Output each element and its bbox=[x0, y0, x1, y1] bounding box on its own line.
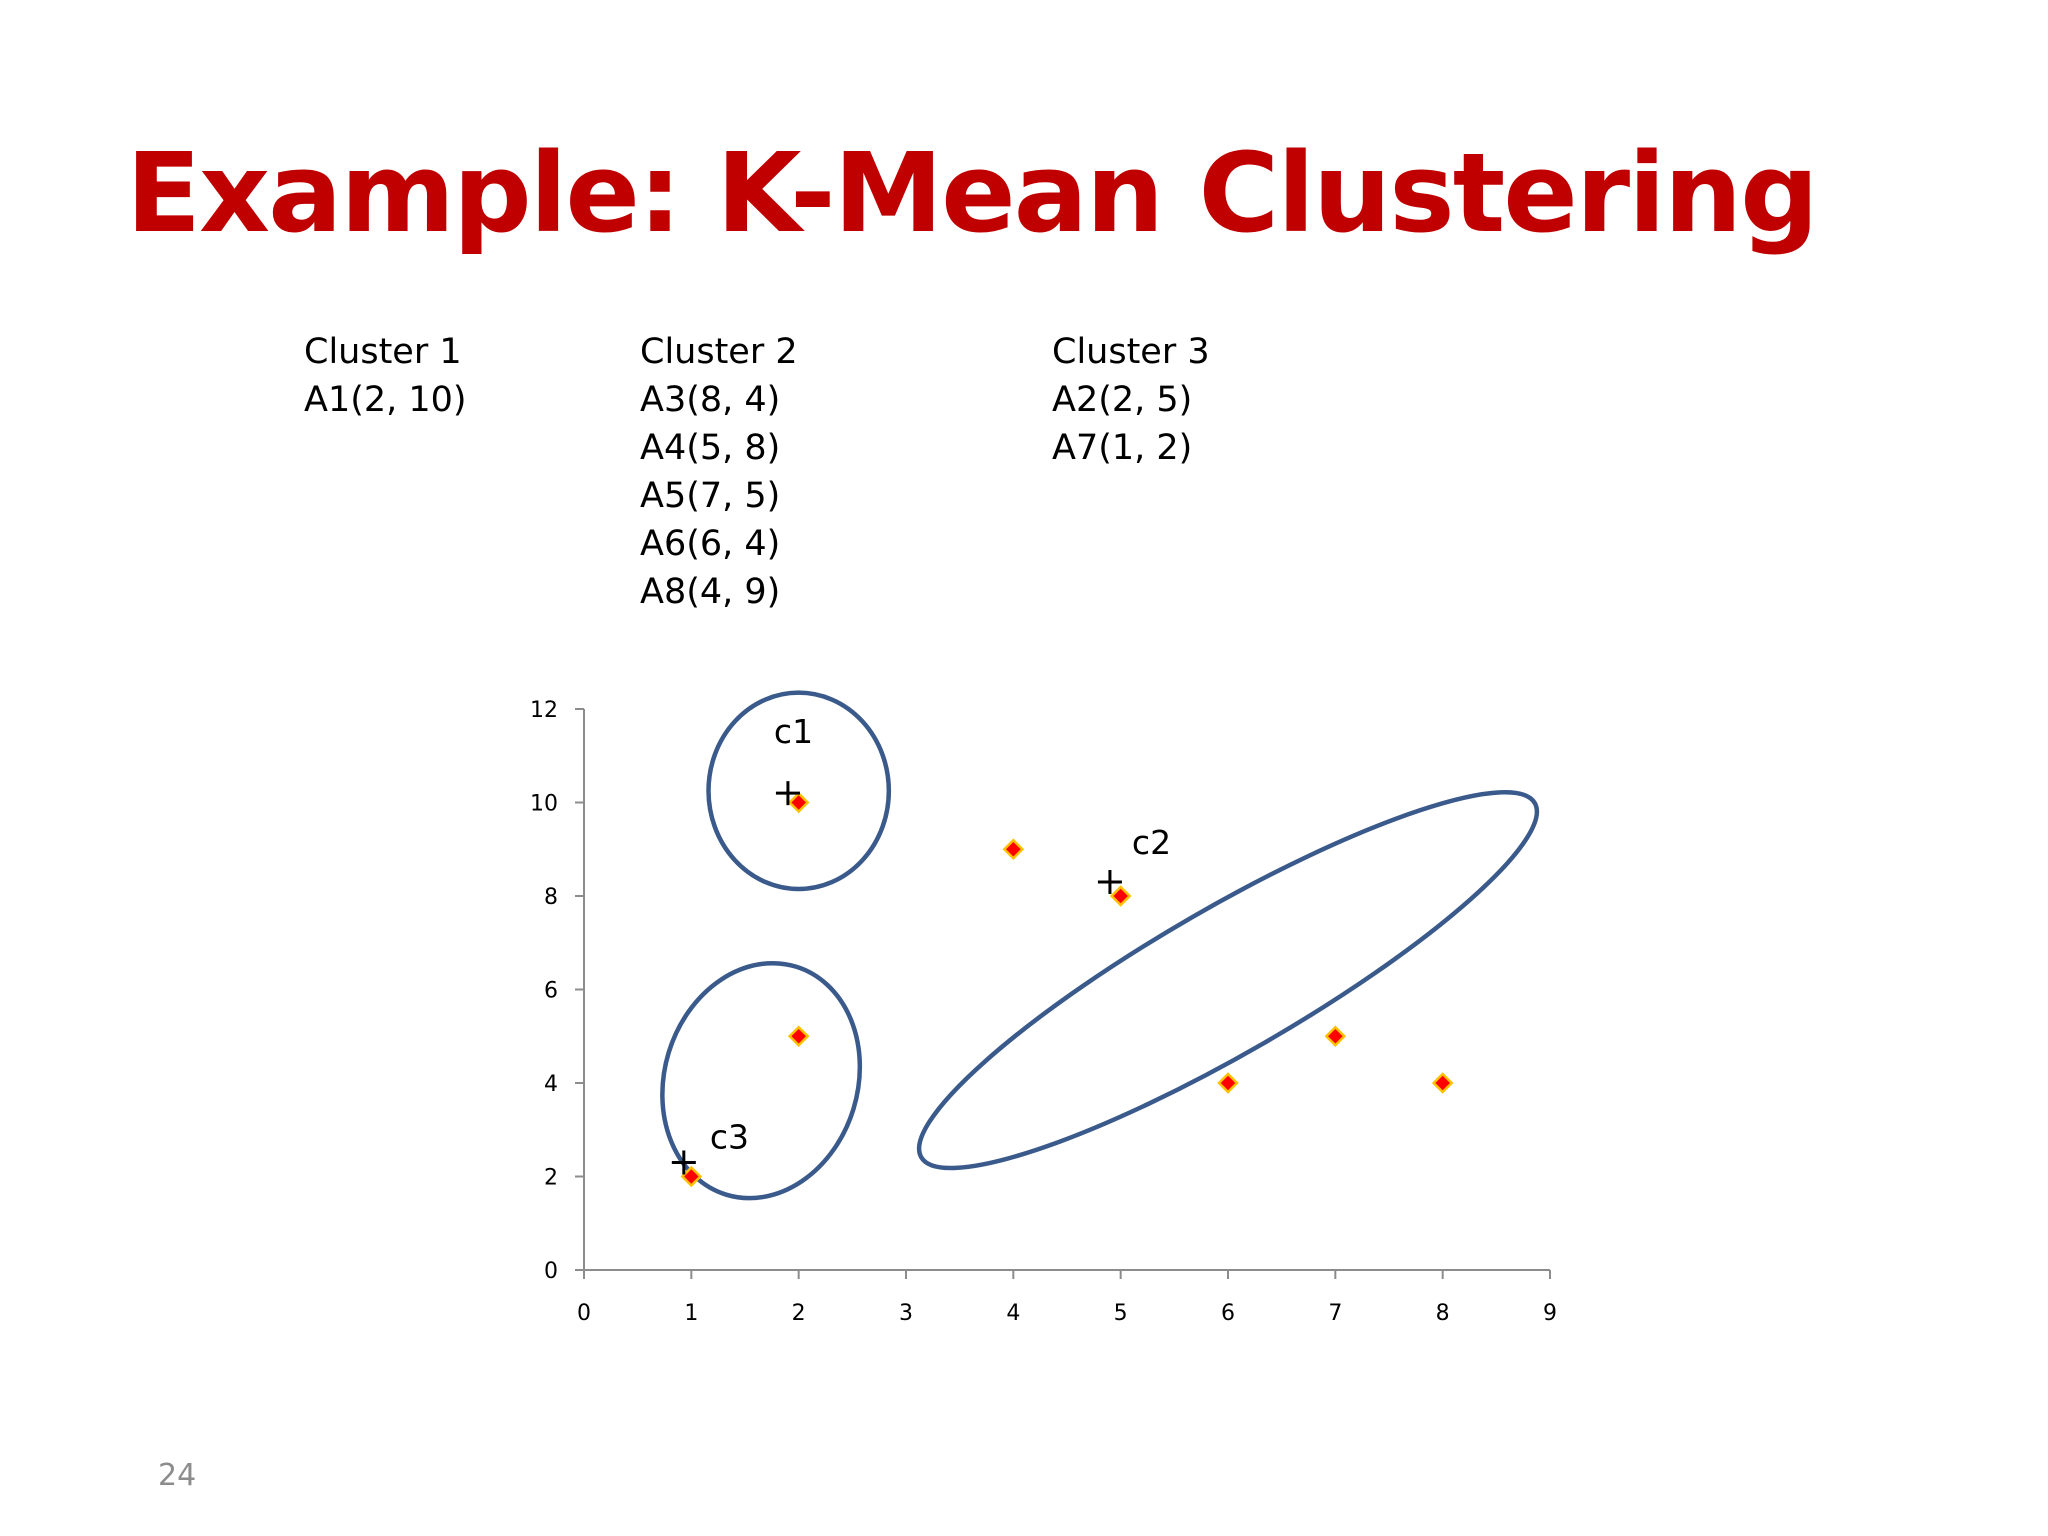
x-tick-label: 4 bbox=[1006, 1301, 1020, 1326]
y-tick-label: 2 bbox=[544, 1166, 558, 1191]
y-tick-label: 0 bbox=[544, 1259, 558, 1284]
y-tick-label: 12 bbox=[530, 698, 558, 723]
y-tick-label: 10 bbox=[530, 792, 558, 817]
x-tick-label: 8 bbox=[1436, 1301, 1450, 1326]
slide-title: Example: K-Mean Clustering bbox=[126, 129, 1819, 257]
data-point bbox=[787, 1025, 810, 1048]
centroid-label: c3 bbox=[710, 1117, 749, 1156]
data-point bbox=[680, 1165, 703, 1188]
x-tick-label: 2 bbox=[792, 1301, 806, 1326]
cluster-2-point: A6(6, 4) bbox=[640, 524, 781, 564]
x-tick-label: 3 bbox=[899, 1301, 913, 1326]
cluster-3-point: A7(1, 2) bbox=[1052, 428, 1193, 468]
x-tick-label: 9 bbox=[1543, 1301, 1557, 1326]
cluster-2-list: Cluster 2 A3(8, 4) A4(5, 8) A5(7, 5) A6(… bbox=[640, 328, 798, 616]
data-point bbox=[1109, 885, 1132, 907]
x-tick-label: 0 bbox=[577, 1301, 591, 1326]
cluster-3-point: A2(2, 5) bbox=[1052, 380, 1193, 420]
data-point bbox=[787, 791, 810, 814]
cluster-2-point: A5(7, 5) bbox=[640, 476, 781, 516]
y-tick-label: 8 bbox=[544, 885, 558, 910]
cluster-2-point: A4(5, 8) bbox=[640, 428, 781, 468]
page-number: 24 bbox=[158, 1458, 197, 1493]
cluster-2-point: A8(4, 9) bbox=[640, 572, 781, 612]
x-tick-label: 6 bbox=[1221, 1301, 1235, 1326]
cluster-1-point: A1(2, 10) bbox=[304, 380, 467, 420]
data-point bbox=[1002, 838, 1025, 861]
cluster-1-list: Cluster 1 A1(2, 10) bbox=[304, 328, 467, 424]
x-tick-label: 7 bbox=[1328, 1301, 1342, 1326]
data-point bbox=[1217, 1072, 1239, 1094]
cluster-ellipse bbox=[660, 960, 863, 1201]
cluster-ellipse bbox=[916, 790, 1540, 1171]
y-tick-label: 4 bbox=[544, 1072, 558, 1097]
centroid-label: c1 bbox=[774, 712, 813, 751]
cluster-3-heading: Cluster 3 bbox=[1052, 332, 1210, 372]
centroid-label: c2 bbox=[1132, 823, 1171, 862]
cluster-1-heading: Cluster 1 bbox=[304, 332, 462, 372]
cluster-2-heading: Cluster 2 bbox=[640, 332, 798, 372]
data-point bbox=[1431, 1072, 1454, 1094]
data-point bbox=[1324, 1025, 1347, 1048]
x-tick-label: 1 bbox=[684, 1301, 698, 1326]
cluster-2-point: A3(8, 4) bbox=[640, 380, 781, 420]
cluster-3-list: Cluster 3 A2(2, 5) A7(1, 2) bbox=[1052, 328, 1210, 472]
x-tick-label: 5 bbox=[1114, 1301, 1128, 1326]
y-tick-label: 6 bbox=[544, 979, 558, 1004]
cluster-ellipse bbox=[706, 690, 892, 892]
